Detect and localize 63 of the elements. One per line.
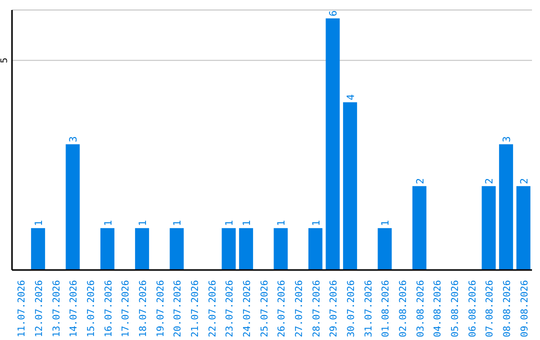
data-label: 2 bbox=[519, 178, 530, 184]
x-tick-label: 22.07.2026 bbox=[207, 280, 218, 338]
data-label: 4 bbox=[346, 94, 358, 100]
x-tick-label: 11.07.2026 bbox=[16, 280, 28, 338]
x-tick-label: 07.08.2026 bbox=[484, 280, 496, 338]
x-tick-label: 26.07.2026 bbox=[276, 280, 288, 338]
x-tick-label: 15.07.2026 bbox=[86, 280, 97, 338]
x-tick-label: 24.07.2026 bbox=[242, 280, 253, 338]
bar bbox=[482, 186, 496, 270]
data-label: 6 bbox=[328, 10, 340, 16]
bar bbox=[31, 228, 46, 270]
data-label: 1 bbox=[172, 220, 184, 226]
x-tick-label: 21.07.2026 bbox=[190, 280, 201, 338]
data-label: 2 bbox=[415, 178, 426, 184]
data-label: 2 bbox=[484, 178, 496, 184]
data-label: 1 bbox=[380, 220, 392, 226]
x-tick-label: 13.07.2026 bbox=[51, 280, 62, 338]
x-tick-label: 01.08.2026 bbox=[380, 280, 392, 338]
x-tick-label: 27.07.2026 bbox=[294, 280, 305, 338]
x-tick-label: 06.08.2026 bbox=[467, 280, 478, 338]
bar bbox=[378, 228, 392, 270]
x-tick-label: 28.07.2026 bbox=[311, 280, 322, 338]
data-label: 1 bbox=[138, 220, 150, 226]
bar bbox=[326, 18, 340, 270]
x-tick-label: 19.07.2026 bbox=[155, 280, 166, 338]
x-tick-label: 14.07.2026 bbox=[68, 280, 80, 338]
bar bbox=[135, 228, 150, 270]
bar bbox=[516, 186, 530, 270]
x-tick-label: 04.08.2026 bbox=[432, 280, 444, 338]
x-tick-label: 03.08.2026 bbox=[415, 280, 426, 338]
data-label: 1 bbox=[242, 220, 254, 226]
x-tick-label: 05.08.2026 bbox=[450, 280, 461, 338]
data-label: 1 bbox=[276, 220, 288, 226]
bar bbox=[274, 228, 288, 270]
bar bbox=[100, 228, 114, 270]
x-tick-label: 30.07.2026 bbox=[346, 280, 357, 338]
data-label: 1 bbox=[34, 220, 46, 226]
bar bbox=[308, 228, 322, 270]
x-tick-label: 31.07.2026 bbox=[363, 280, 374, 338]
x-tick-label: 29.07.2026 bbox=[328, 280, 340, 338]
data-label: 1 bbox=[103, 220, 114, 226]
data-label: 1 bbox=[311, 220, 322, 226]
data-label: 3 bbox=[68, 136, 80, 142]
x-tick-label: 23.07.2026 bbox=[224, 280, 236, 338]
y-tick-label: 5 bbox=[0, 57, 10, 64]
x-tick-label: 12.07.2026 bbox=[34, 280, 45, 338]
x-tick-label: 08.08.2026 bbox=[502, 280, 513, 338]
data-label: 1 bbox=[224, 220, 236, 226]
x-tick-label: 16.07.2026 bbox=[103, 280, 114, 338]
bar bbox=[412, 186, 426, 270]
bar bbox=[343, 102, 358, 270]
x-tick-label: 17.07.2026 bbox=[120, 280, 132, 338]
x-tick-label: 18.07.2026 bbox=[138, 280, 149, 338]
data-label: 3 bbox=[502, 136, 514, 142]
x-tick-label: 20.07.2026 bbox=[172, 280, 184, 338]
bar bbox=[239, 228, 254, 270]
bar bbox=[222, 228, 236, 270]
bar bbox=[170, 228, 184, 270]
x-tick-label: 25.07.2026 bbox=[259, 280, 270, 338]
x-tick-label: 09.08.2026 bbox=[519, 280, 530, 338]
bar bbox=[499, 144, 514, 270]
bar bbox=[66, 144, 80, 270]
x-tick-label: 02.08.2026 bbox=[398, 280, 409, 338]
